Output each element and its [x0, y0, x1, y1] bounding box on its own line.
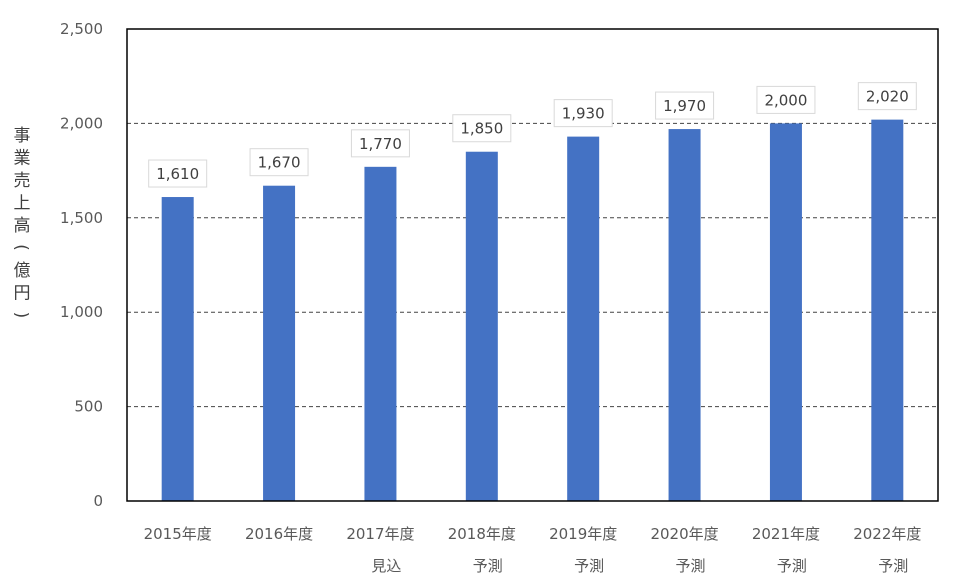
data-label-box — [857, 82, 917, 111]
data-label-text: 2,020 — [866, 88, 909, 106]
x-tick-sublabel: 予測 — [878, 557, 908, 575]
bar — [668, 129, 701, 501]
x-tick-sublabel: 見込 — [371, 557, 401, 575]
x-tick-sublabel: 予測 — [574, 557, 604, 575]
plot-frame — [126, 28, 939, 502]
x-tick-label: 2018年度 — [448, 525, 516, 543]
x-tick-label: 2020年度 — [650, 525, 718, 543]
x-tick-label: 2022年度 — [853, 525, 921, 543]
data-label: 1,670 — [249, 148, 309, 177]
y-axis-label-char: ) — [11, 312, 31, 319]
data-label: 1,770 — [350, 129, 410, 158]
data-label: 2,000 — [756, 85, 816, 114]
x-tick-sublabel: 予測 — [473, 557, 503, 575]
x-tick-label: 2019年度 — [549, 525, 617, 543]
y-axis-label-char: 業 — [14, 149, 31, 169]
data-label: 2,020 — [857, 82, 917, 111]
data-label: 1,970 — [655, 91, 715, 120]
data-label: 1,850 — [452, 114, 512, 143]
y-axis-label-char: 上 — [14, 194, 31, 214]
y-axis-label-char: 売 — [14, 171, 31, 191]
bar — [364, 166, 397, 501]
x-tick-label: 2021年度 — [752, 525, 820, 543]
data-label-box — [452, 114, 512, 143]
y-axis-label-char: 事 — [14, 126, 31, 146]
data-label-box — [148, 159, 208, 188]
y-tick-label: 500 — [74, 398, 103, 416]
data-label-text: 1,770 — [359, 135, 402, 153]
data-label-box — [553, 99, 613, 128]
y-tick-label: 2,500 — [60, 20, 103, 38]
x-tick-label: 2015年度 — [144, 525, 212, 543]
data-label-box — [756, 85, 816, 114]
data-label-box — [350, 129, 410, 158]
y-axis-label-char: 円 — [14, 284, 31, 304]
bar — [161, 197, 194, 502]
data-label: 1,610 — [148, 159, 208, 188]
y-axis-label-char: 高 — [14, 216, 31, 236]
data-label-text: 1,670 — [258, 154, 301, 172]
y-tick-label: 1,500 — [60, 209, 103, 227]
data-label-text: 2,000 — [764, 91, 807, 109]
data-label-text: 1,850 — [460, 120, 503, 138]
bar — [769, 123, 802, 502]
data-label-text: 1,610 — [156, 165, 199, 183]
data-label-text: 1,970 — [663, 97, 706, 115]
data-label-text: 1,930 — [562, 105, 605, 123]
bar — [567, 136, 600, 501]
x-tick-label: 2017年度 — [346, 525, 414, 543]
y-tick-label: 2,000 — [60, 114, 103, 132]
y-axis-label-char: 億 — [14, 261, 31, 281]
x-tick-sublabel: 予測 — [777, 557, 807, 575]
bar — [263, 185, 296, 502]
x-tick-label: 2016年度 — [245, 525, 313, 543]
data-label-box — [249, 148, 309, 177]
bar — [871, 119, 904, 502]
y-tick-label: 0 — [93, 492, 103, 510]
x-tick-sublabel: 予測 — [676, 557, 706, 575]
data-label-box — [655, 91, 715, 120]
data-label: 1,930 — [553, 99, 613, 128]
y-tick-label: 1,000 — [60, 303, 103, 321]
y-axis-label-char: ( — [11, 244, 31, 251]
bar — [465, 151, 498, 501]
